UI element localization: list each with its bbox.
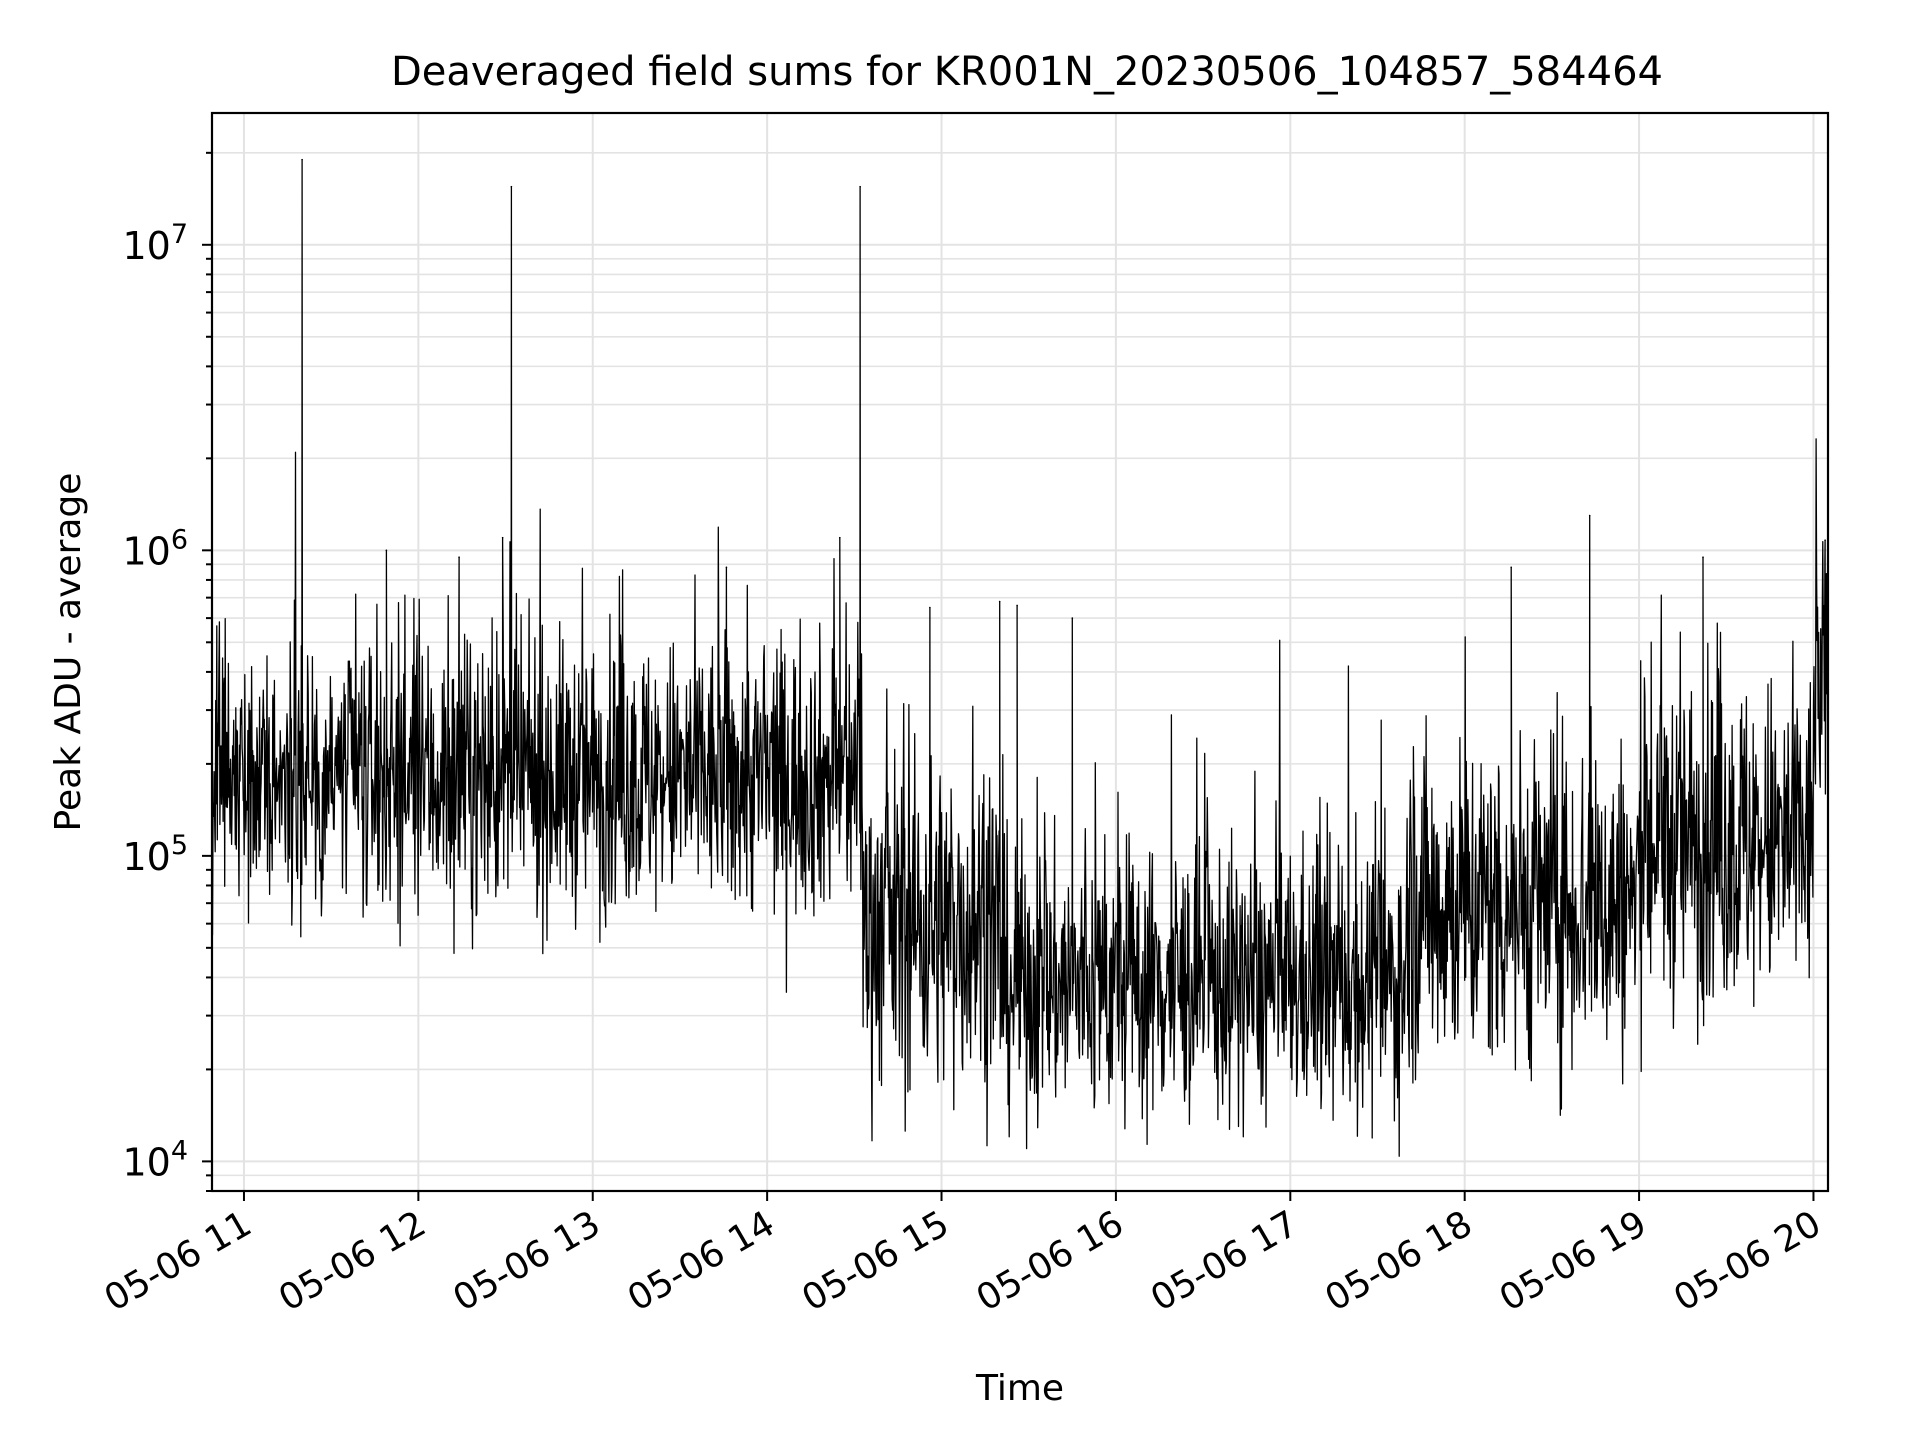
spike-point — [1510, 566, 1512, 569]
spike-point — [458, 556, 460, 558]
y-tick-base: 10 — [122, 529, 170, 573]
y-tick-exponent: 7 — [171, 219, 188, 250]
spike-point — [501, 536, 504, 539]
y-tick-exponent: 6 — [171, 524, 188, 555]
spike-point — [1702, 556, 1704, 558]
y-tick-base: 10 — [122, 1140, 170, 1184]
spike-point — [725, 566, 728, 569]
y-tick-base: 10 — [122, 835, 170, 879]
x-axis-label: Time — [975, 1368, 1064, 1409]
spike-point — [998, 600, 1001, 603]
spike-point — [929, 606, 931, 609]
spike-point — [838, 536, 841, 539]
y-tick-exponent: 4 — [171, 1135, 188, 1166]
spike-point — [1588, 514, 1591, 517]
y-tick-label: 107 — [122, 219, 188, 268]
spike-point — [1824, 539, 1826, 541]
y-tick-exponent: 5 — [171, 830, 188, 861]
spike-point — [385, 549, 388, 552]
plot-frame — [210, 111, 1830, 1193]
y-tick-label: 105 — [122, 830, 188, 879]
spike-point — [1071, 617, 1074, 619]
spike-point — [510, 185, 513, 188]
chart-title: Deaveraged field sums for KR001N_2023050… — [391, 49, 1663, 95]
series-line — [211, 158, 1829, 1157]
spike-point — [859, 185, 861, 188]
spike-point — [1016, 604, 1018, 607]
spike-point — [301, 158, 303, 161]
y-tick-label: 104 — [122, 1135, 188, 1184]
y-tick-base: 10 — [122, 224, 170, 268]
y-axis-label: Peak ADU - average — [48, 473, 89, 832]
y-tick-label: 106 — [122, 524, 188, 573]
grid — [212, 113, 1828, 1192]
